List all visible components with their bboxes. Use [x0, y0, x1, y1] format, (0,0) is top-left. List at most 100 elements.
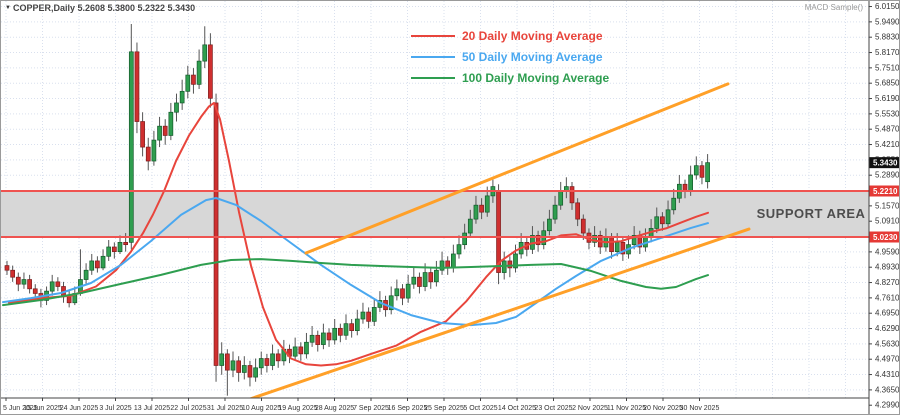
candle-body: [343, 323, 349, 336]
expert-advisor-label: MACD Sample(): [804, 3, 863, 12]
candle-body: [467, 218, 473, 234]
date-axis-panel: [1, 398, 869, 414]
candle-body: [592, 235, 597, 243]
date-axis-label: 16 Sep 2025: [388, 405, 428, 412]
candle-body: [241, 365, 247, 373]
ma20-legend-label: 20 Daily Moving Average: [462, 28, 603, 43]
price-axis-label: 4.5630: [875, 339, 900, 348]
candle-body: [111, 246, 117, 252]
candle-body: [428, 272, 434, 283]
price-axis-label: 5.8830: [875, 33, 900, 42]
candle-body: [366, 311, 371, 322]
candle-body: [671, 197, 677, 211]
price-axis-label: 5.8170: [875, 48, 900, 57]
candle-body: [168, 111, 174, 136]
moving-average-50: [2, 197, 709, 327]
candle-body: [614, 241, 620, 252]
date-axis-label: 23 Oct 2025: [534, 405, 572, 412]
date-axis-label: 5 Jun 2025: [3, 405, 38, 412]
date-axis-label: 7 Sep 2025: [353, 405, 389, 412]
support-bottom-price-box: [869, 231, 899, 243]
candle-body: [179, 90, 185, 104]
ma50-legend-label: 50 Daily Moving Average: [462, 49, 603, 64]
candle-body: [535, 235, 541, 246]
candle-body: [258, 358, 264, 369]
candle-body: [117, 241, 123, 252]
candle-body: [552, 204, 558, 220]
candle-body: [304, 341, 309, 355]
candle-body: [202, 44, 208, 62]
price-axis-label: 4.4310: [875, 370, 900, 379]
candle-body: [547, 218, 552, 232]
candle-body: [400, 288, 405, 299]
candle-body: [123, 241, 129, 246]
candle-body: [4, 265, 10, 271]
candle-body: [219, 353, 225, 366]
moving-average-20: [8, 101, 709, 367]
candle-body: [660, 216, 665, 225]
candle-body: [631, 235, 637, 246]
date-axis-label: 3 Jul 2025: [99, 405, 131, 412]
candle-body: [315, 334, 321, 345]
candle-body: [15, 276, 21, 285]
candle-body: [191, 74, 196, 85]
current-price-box: [869, 157, 899, 169]
date-axis-label: 15 Jun 2025: [23, 405, 62, 412]
date-axis-label: 19 Aug 2025: [278, 405, 317, 412]
candle-body: [484, 195, 490, 213]
candle-body: [394, 288, 400, 297]
support-area-label: SUPPORT AREA: [756, 206, 866, 221]
candle-body: [236, 360, 241, 373]
candle-body: [134, 51, 140, 122]
symbol-marker-icon: ▼: [5, 5, 11, 11]
trendline-channel-upper[interactable]: [304, 82, 730, 255]
candle-body: [434, 269, 439, 283]
candle-body: [157, 125, 162, 141]
candle-body: [140, 121, 145, 148]
candle-body: [49, 281, 55, 292]
chart-title: ▼ COPPER,Daily 5.2608 5.3800 5.2322 5.343…: [5, 3, 195, 13]
price-axis-label: 5.0910: [875, 217, 900, 226]
price-axis-label: 5.2890: [875, 171, 900, 180]
price-axis-panel: [869, 1, 899, 414]
candle-body: [439, 260, 445, 271]
candle-body: [354, 318, 360, 331]
candle-body: [89, 260, 95, 271]
price-axis-label: 5.6190: [875, 94, 900, 103]
candle-body: [95, 260, 100, 269]
candle-body: [688, 174, 694, 192]
date-axis-label: 24 Jun 2025: [60, 405, 99, 412]
price-axis-label: 5.1570: [875, 201, 900, 210]
candle-body: [145, 146, 151, 162]
candle-body: [247, 365, 253, 378]
candle-body: [253, 367, 258, 378]
candle-body: [83, 269, 89, 280]
ma100-legend-label: 100 Daily Moving Average: [462, 70, 610, 85]
date-axis-label: 31 Jul 2025: [207, 405, 243, 412]
date-axis-label: 2 Nov 2025: [572, 405, 608, 412]
candle-body: [360, 311, 366, 320]
candle-body: [473, 204, 479, 220]
price-axis-label: 4.7610: [875, 293, 900, 302]
price-axis-label: 4.4970: [875, 355, 900, 364]
candle-body: [174, 102, 179, 113]
current-price-text: 5.3430: [873, 159, 898, 168]
candle-body: [27, 279, 32, 290]
candle-body: [699, 165, 705, 178]
candle-body: [569, 186, 575, 204]
price-axis-label: 4.6950: [875, 309, 900, 318]
support-bottom-price-text: 5.0230: [873, 233, 898, 242]
candle-body: [575, 202, 581, 220]
candle-body: [208, 44, 213, 99]
candle-body: [654, 216, 660, 229]
price-axis-label: 5.4210: [875, 140, 900, 149]
price-axis-label: 5.4870: [875, 125, 900, 134]
candle-body: [705, 162, 710, 183]
price-axis-label: 4.8930: [875, 263, 900, 272]
trendline-channel-lower[interactable]: [188, 227, 751, 415]
date-axis-label: 20 Nov 2025: [643, 405, 683, 412]
candle-body: [411, 276, 417, 285]
date-axis-label: 14 Oct 2025: [498, 405, 536, 412]
